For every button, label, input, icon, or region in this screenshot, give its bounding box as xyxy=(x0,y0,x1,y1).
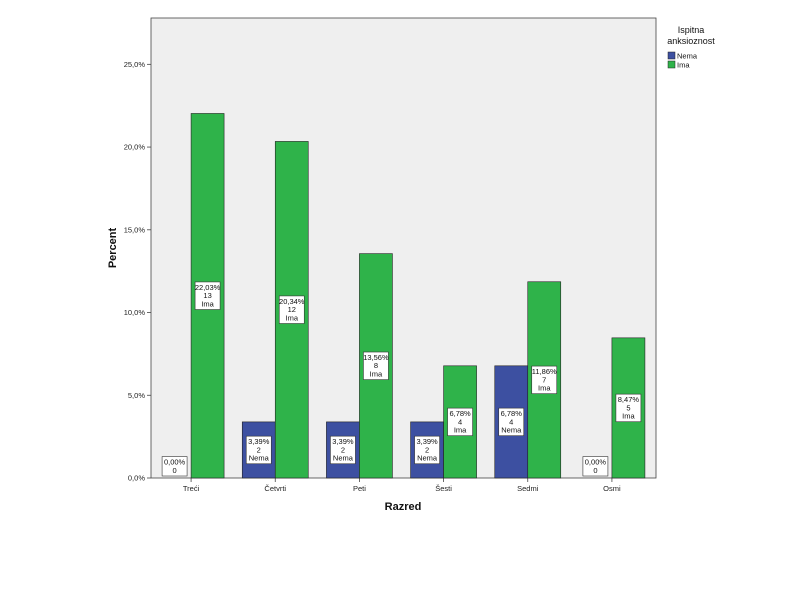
data-label-box xyxy=(161,456,188,477)
y-tick-label: 20,0% xyxy=(124,143,146,152)
data-label-text: 2 xyxy=(425,445,429,454)
data-label-text: 3,39% xyxy=(416,437,438,446)
data-label: 0,00%0 xyxy=(161,456,188,477)
data-label-text: 7 xyxy=(542,375,546,384)
data-label-text: 0 xyxy=(172,466,176,475)
data-label-box xyxy=(531,365,558,394)
x-tick-label: Sedmi xyxy=(517,484,539,493)
data-label-text: Ima xyxy=(454,426,467,435)
data-label-box xyxy=(414,435,440,465)
y-axis: 0,0% 5,0% 10,0% 15,0% 20,0% 25,0% xyxy=(124,60,151,483)
x-axis-title: Razred xyxy=(385,501,422,513)
data-label-text: 2 xyxy=(341,445,345,454)
data-label-box xyxy=(278,295,305,324)
data-label-text: 12 xyxy=(288,305,296,314)
legend-label: Nema xyxy=(677,52,698,61)
data-label-box xyxy=(615,393,642,423)
data-label-text: Ima xyxy=(285,313,298,322)
data-label-text: 13,56% xyxy=(363,353,389,362)
legend-title: anksioznost xyxy=(667,36,715,46)
x-tick-label: Peti xyxy=(353,484,366,493)
data-label-text: 0,00% xyxy=(585,458,607,467)
data-label-box xyxy=(447,407,473,437)
data-label-box xyxy=(363,351,389,380)
y-tick-label: 0,0% xyxy=(128,474,145,483)
data-label-text: Nema xyxy=(249,454,270,463)
data-label-box xyxy=(245,435,272,465)
data-label-box xyxy=(330,435,356,465)
data-label-text: Ima xyxy=(201,299,214,308)
data-label-text: 8 xyxy=(374,361,378,370)
data-label-text: 2 xyxy=(257,445,261,454)
data-label-text: Nema xyxy=(333,454,354,463)
data-label-text: Ima xyxy=(370,369,383,378)
data-label-text: 6,78% xyxy=(449,409,471,418)
data-label-text: 13 xyxy=(203,291,211,300)
legend-swatch-ima xyxy=(667,60,676,69)
data-label-text: 4 xyxy=(458,417,462,426)
data-label-text: Ima xyxy=(622,412,635,421)
data-label-text: 20,34% xyxy=(279,297,305,306)
legend-label: Ima xyxy=(677,61,690,70)
x-tick-label: Osmi xyxy=(603,484,621,493)
y-axis-title: Percent xyxy=(107,227,119,268)
data-label-text: 5 xyxy=(626,403,630,412)
y-tick-label: 15,0% xyxy=(124,225,146,234)
data-label-text: Nema xyxy=(501,426,522,435)
legend-swatch-nema xyxy=(667,51,676,60)
data-label-text: 3,39% xyxy=(248,437,270,446)
data-label-text: 11,86% xyxy=(532,367,557,376)
data-label-text: 22,03% xyxy=(195,283,221,292)
y-tick-label: 25,0% xyxy=(124,60,146,69)
y-tick-label: 5,0% xyxy=(128,391,145,400)
data-label-text: 3,39% xyxy=(332,437,354,446)
data-label-text: 0,00% xyxy=(164,458,186,467)
x-axis: Treći Četvrti Peti Šesti Sedmi Osmi xyxy=(183,478,621,493)
data-label-text: 6,78% xyxy=(501,409,523,418)
data-label-box xyxy=(582,456,609,477)
data-label-box xyxy=(498,407,525,437)
data-label-text: 8,47% xyxy=(618,395,640,404)
x-tick-label: Šesti xyxy=(435,484,452,493)
data-label-text: 4 xyxy=(509,417,513,426)
x-tick-label: Četvrti xyxy=(264,484,286,493)
data-labels: 0,00%022,03%13Ima3,39%2Nema20,34%12Ima3,… xyxy=(161,281,642,477)
data-label-box xyxy=(194,281,221,310)
data-label-text: Ima xyxy=(538,383,551,392)
y-tick-label: 10,0% xyxy=(124,308,146,317)
plot-area xyxy=(150,17,657,479)
data-label: 0,00%0 xyxy=(582,456,609,477)
legend-title: Ispitna xyxy=(678,25,705,35)
data-label-text: Nema xyxy=(417,454,438,463)
x-tick-label: Treći xyxy=(183,484,200,493)
data-label-text: 0 xyxy=(593,466,597,475)
